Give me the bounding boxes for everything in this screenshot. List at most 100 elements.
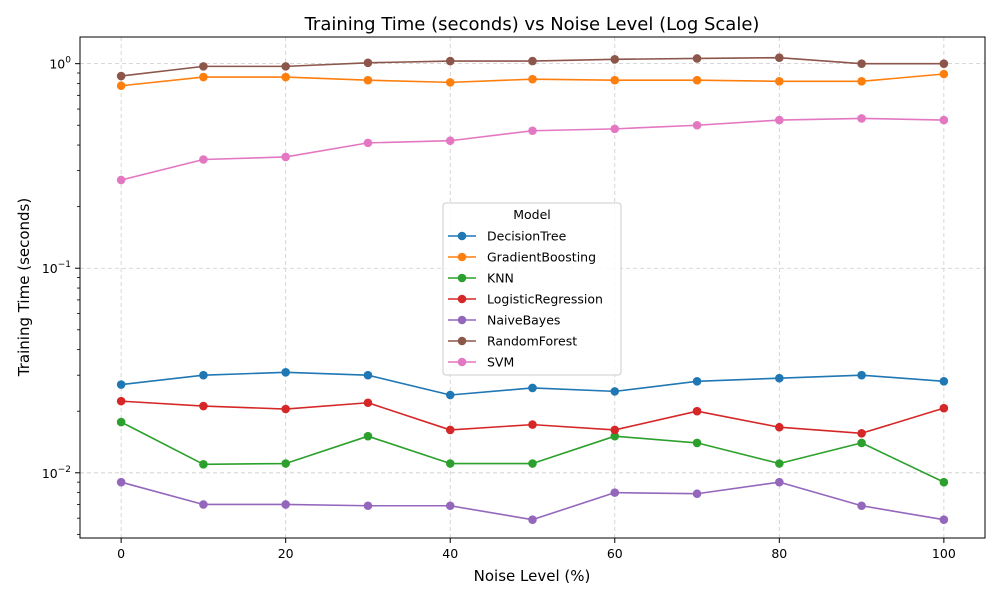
data-point [281,404,290,414]
data-point [528,74,537,84]
data-point [363,398,373,408]
data-point [610,124,620,134]
plot-frame [79,36,986,539]
data-point [528,383,537,393]
data-point [116,175,126,185]
data-point [692,406,702,416]
data-point [281,500,290,509]
data-point [857,370,866,380]
legend-label: SVM [487,355,514,370]
y-axis-label: Training Time (seconds) [15,198,33,377]
data-point [445,501,455,511]
legend-label: RandomForest [487,334,577,349]
data-point [692,377,702,386]
x-tick-label: 80 [771,546,787,561]
data-point [610,431,620,441]
data-point [610,75,620,85]
series-KNN [116,417,949,487]
data-point [610,55,620,64]
y-tick-label: 10−2 [42,465,71,481]
data-point [116,71,126,81]
y-tick-base: 10 [42,466,58,481]
legend-item: LogisticRegression [448,292,603,307]
data-point [363,431,373,441]
data-point [939,477,949,487]
series-GradientBoosting [116,69,949,91]
legend-swatch-marker [457,273,467,283]
data-point [692,120,702,130]
data-point [528,420,537,429]
data-point [610,488,620,497]
chart-title: Training Time (seconds) vs Noise Level (… [304,14,760,35]
legend-item: SVM [448,355,514,370]
series-NaiveBayes [116,477,949,524]
legend-items: DecisionTree GradientBoosting KNN LogisticR… [448,229,603,370]
legend-swatch-marker [457,336,467,346]
data-point [939,69,949,79]
legend-label: GradientBoosting [487,250,596,265]
data-point [775,459,784,468]
data-point [939,515,949,524]
data-point [281,152,290,162]
x-tick-label: 40 [442,546,458,561]
legend-item: NaiveBayes [448,313,560,328]
legend-item: RandomForest [448,334,577,349]
data-point [692,54,702,63]
data-point [857,114,866,123]
data-point [775,76,784,86]
y-tick-base: 10 [49,57,65,72]
legend-swatch-marker [457,231,467,241]
y-tick-exponent: −1 [58,260,71,270]
legend-label: DecisionTree [487,229,567,244]
data-point [445,78,455,87]
data-point [939,115,949,125]
data-point [445,56,455,66]
legend-item: KNN [448,271,514,286]
series-LogisticRegression [116,396,949,438]
data-point [199,460,208,469]
data-point [116,380,126,389]
legend-swatch-marker [457,315,467,325]
legend-item: GradientBoosting [448,250,596,265]
data-point [199,155,208,164]
legend-label: NaiveBayes [487,313,560,328]
data-point [445,459,455,468]
data-point [363,501,373,511]
data-point [199,370,208,380]
data-point [857,428,866,438]
data-point [199,401,208,411]
legend-box [442,202,622,376]
data-point [692,489,702,499]
legend-item: DecisionTree [448,229,567,244]
data-point [528,56,537,66]
data-point [775,115,784,125]
legend-swatch-marker [457,357,467,367]
legend-swatch-marker [457,252,467,262]
y-tick-label: 10−1 [42,260,71,276]
data-point [116,417,126,427]
data-point [281,62,290,71]
legend: Model DecisionTree GradientBoosting KNN Log… [442,202,622,376]
data-point [775,422,784,432]
data-point [363,370,373,380]
grid-layer [80,37,985,538]
legend-label: KNN [487,271,514,286]
y-tick-exponent: 0 [65,56,71,66]
x-tick-label: 0 [117,546,125,561]
data-point [692,75,702,85]
y-tick-label: 100 [49,56,71,72]
data-point [281,72,290,82]
data-point [775,373,784,383]
x-tick-label: 60 [607,546,623,561]
series-SVM [116,114,949,185]
legend-title: Model [513,207,551,222]
data-point [281,367,290,377]
series-line [120,481,944,521]
legend-label: LogisticRegression [487,292,603,307]
data-point [692,438,702,448]
x-tick-label: 100 [932,546,956,561]
data-point [199,72,208,82]
data-point [363,75,373,85]
